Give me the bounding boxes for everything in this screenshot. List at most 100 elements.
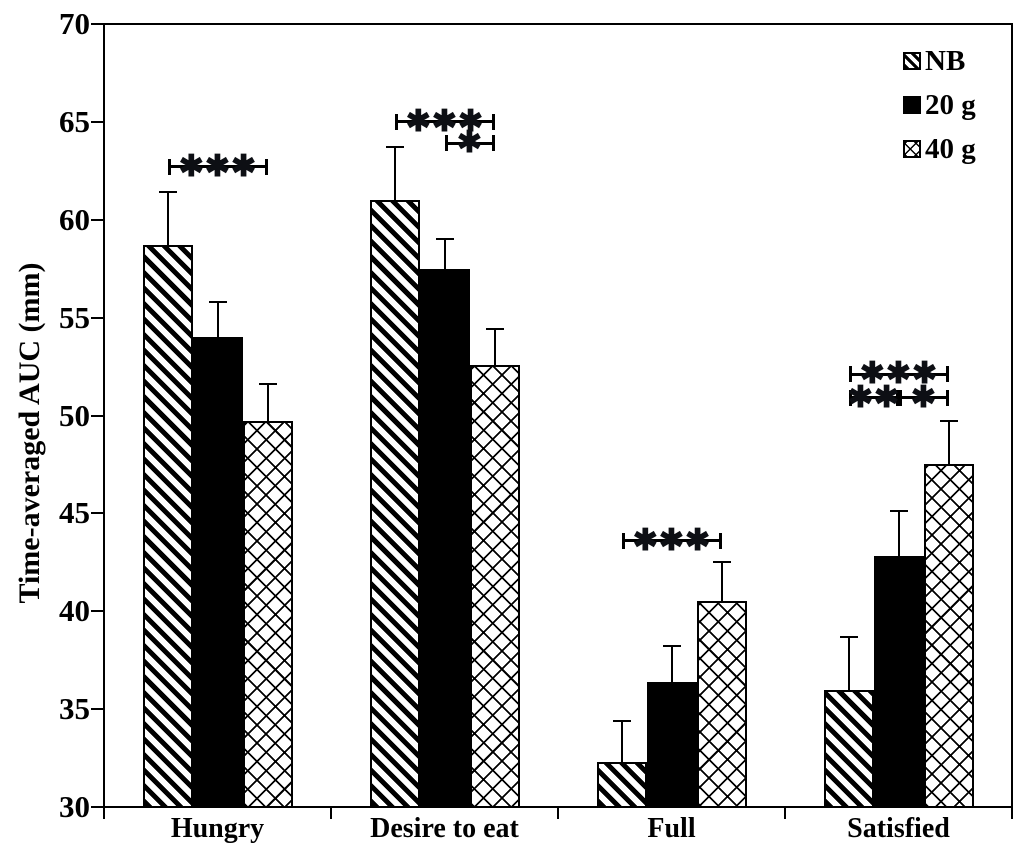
sig-bracket-desire-to-eat-1-stars: ✱✱✱	[405, 104, 485, 138]
sig-bracket-hungry-0-line	[168, 165, 268, 169]
sig-bracket-hungry-0-stars: ✱✱✱	[178, 149, 258, 183]
y-axis-tick-label: 35	[59, 691, 90, 727]
error-bar-nb-desire-to-eat	[394, 147, 396, 201]
bar-nb-full	[597, 761, 647, 808]
y-axis-tick-label: 60	[59, 201, 90, 237]
y-axis-tick	[91, 512, 103, 515]
error-bar-20-g-desire-to-eat	[444, 239, 446, 269]
sig-bracket-satisfied-5-stars: ✱✱	[847, 380, 901, 414]
sig-bracket-desire-to-eat-1-cap-left	[395, 113, 398, 130]
sig-bracket-satisfied-6-line	[899, 396, 949, 400]
error-bar-cap-20-g-desire-to-eat	[436, 238, 454, 241]
legend-label-20g: 20 g	[925, 88, 976, 121]
y-axis-tick-label: 30	[59, 789, 90, 824]
sig-bracket-full-3-cap-right	[719, 532, 722, 549]
x-axis-tick	[103, 807, 105, 819]
sig-bracket-satisfied-4-cap-right	[946, 366, 949, 383]
y-axis-tick	[91, 23, 103, 25]
bar-20-g-satisfied	[874, 556, 924, 808]
sig-bracket-satisfied-6-cap-right	[946, 389, 949, 406]
x-category-label-desire-to-eat: Desire to eat	[370, 813, 519, 844]
y-axis-tick	[91, 708, 103, 711]
error-bar-40-g-hungry	[267, 384, 269, 422]
legend: NB 20 g 40 g	[903, 44, 976, 165]
x-category-label-hungry: Hungry	[170, 813, 265, 844]
x-axis-tick	[557, 807, 559, 819]
error-bar-cap-40-g-full	[713, 561, 731, 564]
x-category-label-satisfied: Satisfied	[847, 813, 950, 844]
sig-bracket-satisfied-4-stars: ✱✱✱	[859, 357, 939, 391]
error-bar-cap-nb-desire-to-eat	[386, 146, 404, 149]
x-category-label-full: Full	[647, 813, 696, 844]
error-bar-cap-nb-satisfied	[840, 635, 858, 638]
error-bar-20-g-hungry	[217, 301, 219, 338]
sig-bracket-desire-to-eat-2-line	[445, 141, 495, 145]
y-axis-tick	[91, 218, 103, 221]
sig-bracket-satisfied-4-cap-left	[849, 366, 852, 383]
error-bar-cap-nb-full	[613, 719, 631, 722]
sig-bracket-full-3-cap-left	[622, 532, 625, 549]
x-axis-tick	[330, 807, 332, 819]
error-bar-40-g-desire-to-eat	[494, 329, 496, 365]
sig-bracket-desire-to-eat-2-stars: ✱	[456, 126, 484, 160]
legend-item-20g: 20 g	[903, 88, 976, 121]
y-axis-tick-label: 45	[59, 495, 90, 531]
sig-bracket-satisfied-6-cap-left	[899, 389, 902, 406]
sig-bracket-hungry-0-cap-left	[168, 158, 171, 175]
bar-40-g-full	[697, 601, 747, 808]
sig-bracket-desire-to-eat-2-cap-right	[492, 135, 495, 152]
error-bar-cap-20-g-satisfied	[890, 510, 908, 513]
y-axis-tick	[91, 120, 103, 123]
y-axis-tick-label: 70	[59, 6, 90, 41]
legend-swatch-20g-solid-icon	[903, 96, 921, 114]
y-axis-tick	[91, 316, 103, 319]
bar-40-g-satisfied	[924, 464, 974, 808]
x-axis-tick	[784, 807, 786, 819]
bar-20-g-desire-to-eat	[420, 268, 470, 808]
sig-bracket-full-3-line	[622, 539, 722, 543]
legend-label-nb: NB	[925, 44, 966, 77]
y-axis-tick	[91, 806, 103, 808]
sig-bracket-satisfied-5-cap-right	[896, 389, 899, 406]
error-bar-cap-nb-hungry	[159, 191, 177, 194]
sig-bracket-desire-to-eat-1-cap-right	[492, 113, 495, 130]
error-bar-cap-20-g-hungry	[209, 300, 227, 303]
legend-item-40g: 40 g	[903, 132, 976, 165]
error-bar-20-g-satisfied	[898, 511, 900, 557]
sig-bracket-full-3-stars: ✱✱✱	[632, 523, 712, 557]
error-bar-40-g-satisfied	[948, 421, 950, 465]
legend-swatch-nb-hatch-icon	[903, 52, 921, 70]
error-bar-nb-hungry	[167, 192, 169, 246]
error-bar-40-g-full	[721, 562, 723, 602]
y-axis-tick-label: 65	[59, 103, 90, 139]
legend-item-nb: NB	[903, 44, 976, 77]
sig-bracket-desire-to-eat-1-line	[395, 120, 495, 124]
error-bar-cap-40-g-hungry	[259, 383, 277, 386]
sig-bracket-hungry-0-cap-right	[265, 158, 268, 175]
bar-40-g-desire-to-eat	[470, 364, 520, 808]
bar-20-g-hungry	[193, 337, 243, 808]
bar-nb-desire-to-eat	[370, 200, 420, 808]
y-axis-tick-label: 55	[59, 299, 90, 335]
bar-20-g-full	[647, 681, 697, 808]
sig-bracket-satisfied-4-line	[849, 372, 949, 376]
error-bar-cap-40-g-satisfied	[940, 420, 958, 423]
error-bar-nb-full	[621, 720, 623, 762]
bar-nb-hungry	[143, 245, 193, 808]
legend-label-40g: 40 g	[925, 132, 976, 165]
bar-40-g-hungry	[243, 421, 293, 808]
x-axis-tick	[1011, 807, 1013, 819]
sig-bracket-satisfied-5-line	[849, 396, 899, 400]
y-axis-tick-label: 50	[59, 397, 90, 433]
sig-bracket-satisfied-6-stars: ✱	[910, 380, 938, 414]
error-bar-cap-40-g-desire-to-eat	[486, 328, 504, 331]
legend-swatch-40g-cross-icon	[903, 140, 921, 158]
error-bar-cap-20-g-full	[663, 645, 681, 648]
y-axis-tick	[91, 414, 103, 417]
y-axis-tick-label: 40	[59, 593, 90, 629]
sig-bracket-desire-to-eat-2-cap-left	[445, 135, 448, 152]
error-bar-20-g-full	[671, 646, 673, 682]
error-bar-nb-satisfied	[848, 636, 850, 690]
bar-nb-satisfied	[824, 689, 874, 808]
